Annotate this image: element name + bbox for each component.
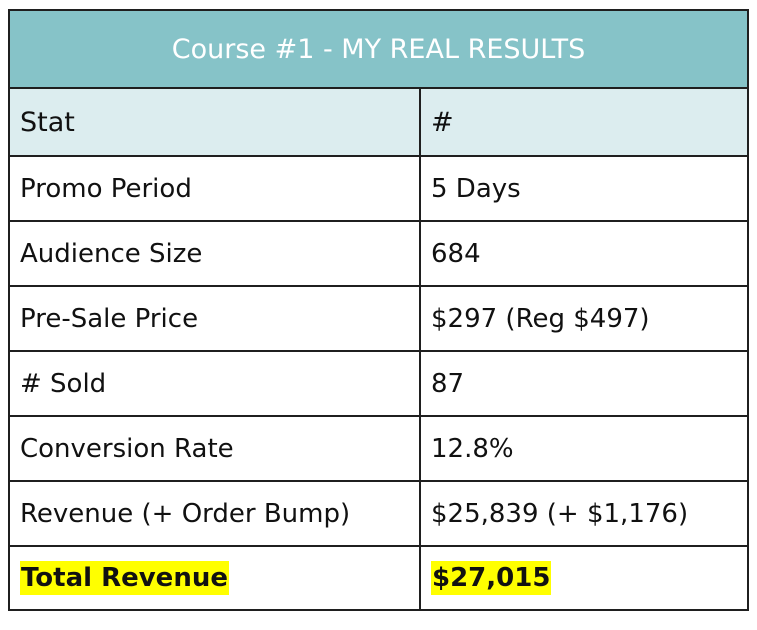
table-title-row: Course #1 - MY REAL RESULTS bbox=[8, 9, 749, 89]
row-stat: Conversion Rate bbox=[8, 415, 421, 482]
table-row: Promo Period 5 Days bbox=[8, 155, 749, 222]
row-stat: Revenue (+ Order Bump) bbox=[8, 480, 421, 547]
row-value: $297 (Reg $497) bbox=[419, 285, 749, 352]
row-stat: # Sold bbox=[8, 350, 421, 417]
row-stat: Audience Size bbox=[8, 220, 421, 287]
row-value: $25,839 (+ $1,176) bbox=[419, 480, 749, 547]
total-row: Total Revenue $27,015 bbox=[8, 545, 749, 611]
row-value: 87 bbox=[419, 350, 749, 417]
table-row: # Sold 87 bbox=[8, 350, 749, 417]
row-value: 684 bbox=[419, 220, 749, 287]
total-value: $27,015 bbox=[431, 561, 552, 595]
row-stat: Pre-Sale Price bbox=[8, 285, 421, 352]
total-value-cell: $27,015 bbox=[419, 545, 749, 611]
header-value: # bbox=[419, 87, 749, 157]
total-stat-label: Total Revenue bbox=[20, 561, 229, 595]
table-row: Conversion Rate 12.8% bbox=[8, 415, 749, 482]
table-row: Audience Size 684 bbox=[8, 220, 749, 287]
table-row: Revenue (+ Order Bump) $25,839 (+ $1,176… bbox=[8, 480, 749, 547]
results-table: Course #1 - MY REAL RESULTS Stat # Promo… bbox=[8, 9, 749, 611]
row-value: 12.8% bbox=[419, 415, 749, 482]
table-header-row: Stat # bbox=[8, 87, 749, 157]
table-title: Course #1 - MY REAL RESULTS bbox=[8, 9, 749, 89]
total-stat-cell: Total Revenue bbox=[8, 545, 421, 611]
header-stat: Stat bbox=[8, 87, 421, 157]
row-stat: Promo Period bbox=[8, 155, 421, 222]
row-value: 5 Days bbox=[419, 155, 749, 222]
table-row: Pre-Sale Price $297 (Reg $497) bbox=[8, 285, 749, 352]
